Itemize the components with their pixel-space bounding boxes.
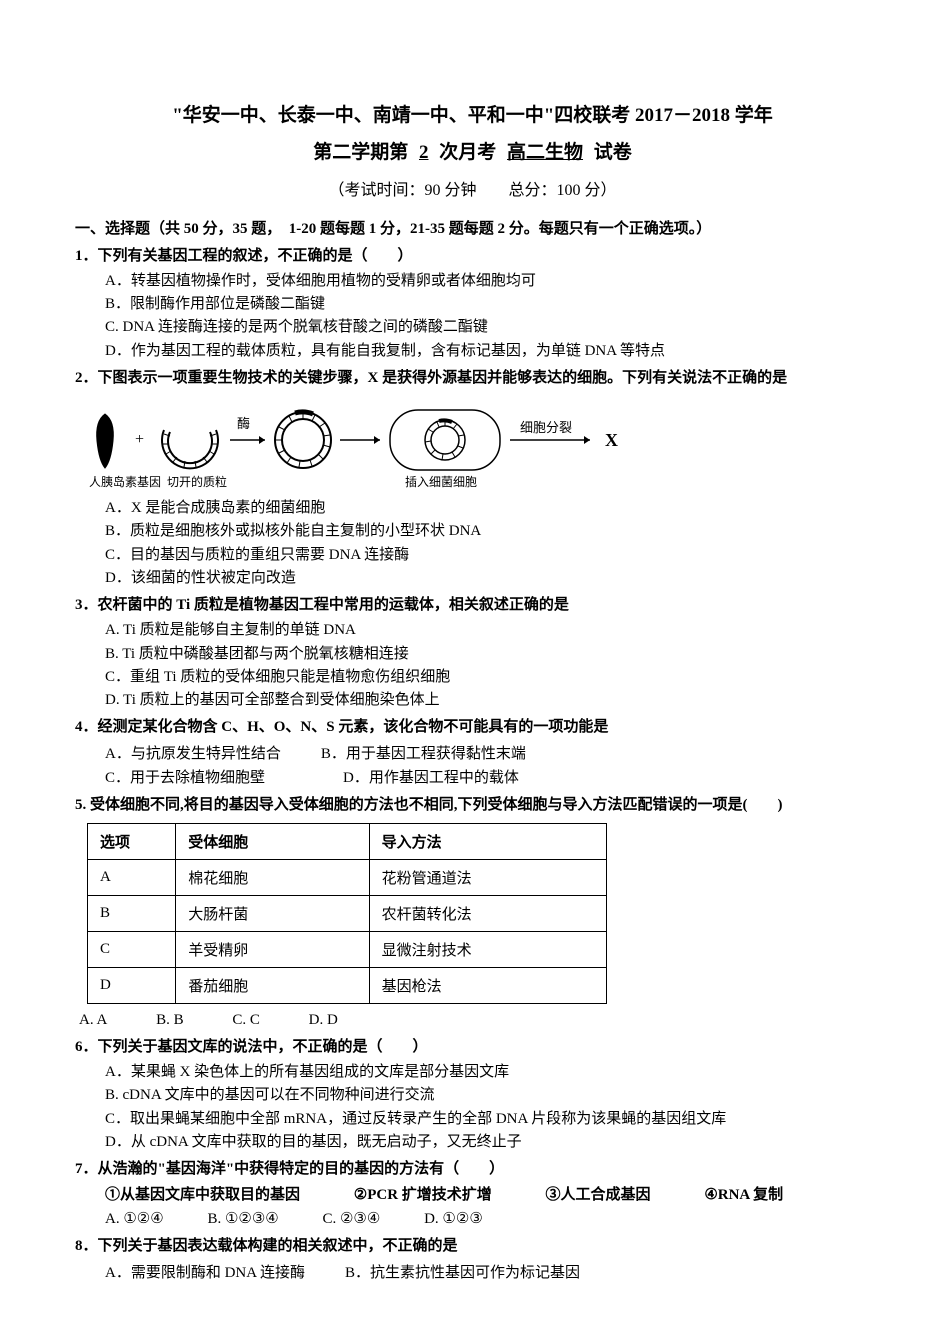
q1-option-d: D．作为基因工程的载体质粒，具有能自我复制，含有标记基因，为单链 DNA 等特点 — [105, 340, 870, 363]
title-line1: "华安一中、长泰一中、南靖一中、平和一中"四校联考 2017－2018 学年 — [75, 100, 870, 127]
q4-option-c: C．用于去除植物细胞壁 — [105, 766, 265, 790]
q6-option-a: A．某果蝇 X 染色体上的所有基因组成的文库是部分基因文库 — [105, 1061, 870, 1084]
q3-option-b: B. Ti 质粒中磷酸基团都与两个脱氧核糖相连接 — [105, 643, 870, 666]
q6-option-d: D．从 cDNA 文库中获取的目的基因，既无启动子，又无终止子 — [105, 1131, 870, 1154]
q5-r2c0: C — [88, 931, 176, 967]
q5-option-a: A. A — [79, 1008, 107, 1032]
plus-icon: + — [135, 431, 144, 448]
title-prefix: 第二学期第 — [313, 142, 408, 163]
q5-option-d: D. D — [309, 1008, 338, 1032]
q7-stem: 7．从浩瀚的"基因海洋"中获得特定的目的基因的方法有（ ） — [75, 1158, 870, 1181]
title-suffix: 试卷 — [594, 142, 632, 163]
q5-col-2: 导入方法 — [369, 823, 606, 859]
q8-option-a: A．需要限制酶和 DNA 连接酶 — [105, 1261, 305, 1285]
q2-stem: 2．下图表示一项重要生物技术的关键步骤，X 是获得外源基因并能够表达的细胞。下列… — [75, 367, 870, 390]
q2-diagram: 人胰岛素基因 + 切 — [85, 396, 870, 491]
table-row: C 羊受精卵 显微注射技术 — [88, 931, 607, 967]
table-row: D 番茄细胞 基因枪法 — [88, 967, 607, 1003]
q3-option-c: C．重组 Ti 质粒的受体细胞只能是植物愈伤组织细胞 — [105, 666, 870, 689]
q5-r3c0: D — [88, 967, 176, 1003]
q1-option-a: A．转基因植物操作时，受体细胞用植物的受精卵或者体细胞均可 — [105, 270, 870, 293]
q5-r2c2: 显微注射技术 — [369, 931, 606, 967]
q3-option-d: D. Ti 质粒上的基因可全部整合到受体细胞染色体上 — [105, 689, 870, 712]
q7-option-c: C. ②③④ — [322, 1207, 380, 1231]
q5-r0c0: A — [88, 859, 176, 895]
q5-r0c1: 棉花细胞 — [176, 859, 369, 895]
q6-option-b: B. cDNA 文库中的基因可以在不同物种间进行交流 — [105, 1084, 870, 1107]
q7-choice-4: ④RNA 复制 — [704, 1183, 783, 1207]
q1-option-b: B．限制酶作用部位是磷酸二酯键 — [105, 293, 870, 316]
q2-option-b: B．质粒是细胞核外或拟核外能自主复制的小型环状 DNA — [105, 520, 870, 543]
q5-table: 选项 受体细胞 导入方法 A 棉花细胞 花粉管通道法 B 大肠杆菌 农杆菌转化法… — [87, 823, 607, 1004]
q7-choice-1: ①从基因文库中获取目的基因 — [105, 1183, 300, 1207]
q8-stem: 8．下列关于基因表达载体构建的相关叙述中，不正确的是 — [75, 1235, 870, 1258]
title-subject: 高二生物 — [501, 142, 589, 163]
table-row: B 大肠杆菌 农杆菌转化法 — [88, 895, 607, 931]
q4-option-b: B．用于基因工程获得黏性末端 — [321, 742, 526, 766]
q7-choice-3: ③人工合成基因 — [546, 1183, 651, 1207]
diagram-gene-label: 人胰岛素基因 — [89, 474, 161, 489]
diagram-plasmid-label: 切开的质粒 — [167, 474, 227, 489]
title-number: 2 — [413, 142, 435, 163]
q7-option-d: D. ①②③ — [424, 1207, 483, 1231]
q1-option-c: C. DNA 连接酶连接的是两个脱氧核苷酸之间的磷酸二酯键 — [105, 316, 870, 339]
q6-option-c: C．取出果蝇某细胞中全部 mRNA，通过反转录产生的全部 DNA 片段称为该果蝇… — [105, 1108, 870, 1131]
q5-col-1: 受体细胞 — [176, 823, 369, 859]
section-header: 一、选择题（共 50 分，35 题， 1-20 题每题 1 分，21-35 题每… — [75, 218, 870, 241]
title-line2: 第二学期第 2 次月考 高二生物 试卷 — [75, 137, 870, 164]
diagram-enzyme-label: 酶 — [237, 416, 250, 431]
q5-option-b: B. B — [156, 1008, 184, 1032]
q2-option-d: D．该细菌的性状被定向改造 — [105, 567, 870, 590]
title-mid: 次月考 — [439, 142, 496, 163]
diagram-inserted-label: 插入细菌细胞 — [405, 475, 477, 489]
q3-option-a: A. Ti 质粒是能够自主复制的单链 DNA — [105, 619, 870, 642]
q5-r3c2: 基因枪法 — [369, 967, 606, 1003]
q7-choice-2: ②PCR 扩增技术扩增 — [354, 1183, 492, 1207]
q4-option-a: A．与抗原发生特异性结合 — [105, 742, 281, 766]
q5-r3c1: 番茄细胞 — [176, 967, 369, 1003]
q4-stem: 4．经测定某化合物含 C、H、O、N、S 元素，该化合物不可能具有的一项功能是 — [75, 716, 870, 739]
q8-option-b: B．抗生素抗性基因可作为标记基因 — [345, 1261, 580, 1285]
q4-option-d: D．用作基因工程中的载体 — [343, 766, 519, 790]
q2-option-a: A．X 是能合成胰岛素的细菌细胞 — [105, 497, 870, 520]
q2-option-c: C．目的基因与质粒的重组只需要 DNA 连接酶 — [105, 544, 870, 567]
q1-stem: 1．下列有关基因工程的叙述，不正确的是（ ） — [75, 245, 870, 268]
diagram-result-label: X — [605, 430, 618, 450]
q5-r0c2: 花粉管通道法 — [369, 859, 606, 895]
q7-option-b: B. ①②③④ — [207, 1207, 278, 1231]
table-row: A 棉花细胞 花粉管通道法 — [88, 859, 607, 895]
exam-info: （考试时间：90 分钟 总分：100 分） — [75, 176, 870, 200]
q7-option-a: A. ①②④ — [105, 1207, 164, 1231]
q5-option-c: C. C — [232, 1008, 260, 1032]
q5-col-0: 选项 — [88, 823, 176, 859]
q5-r2c1: 羊受精卵 — [176, 931, 369, 967]
q5-stem: 5. 受体细胞不同,将目的基因导入受体细胞的方法也不相同,下列受体细胞与导入方法… — [75, 794, 870, 817]
q5-r1c0: B — [88, 895, 176, 931]
q5-r1c2: 农杆菌转化法 — [369, 895, 606, 931]
q6-stem: 6．下列关于基因文库的说法中，不正确的是（ ） — [75, 1036, 870, 1059]
q5-r1c1: 大肠杆菌 — [176, 895, 369, 931]
diagram-division-label: 细胞分裂 — [520, 420, 572, 435]
q3-stem: 3．农杆菌中的 Ti 质粒是植物基因工程中常用的运载体，相关叙述正确的是 — [75, 594, 870, 617]
